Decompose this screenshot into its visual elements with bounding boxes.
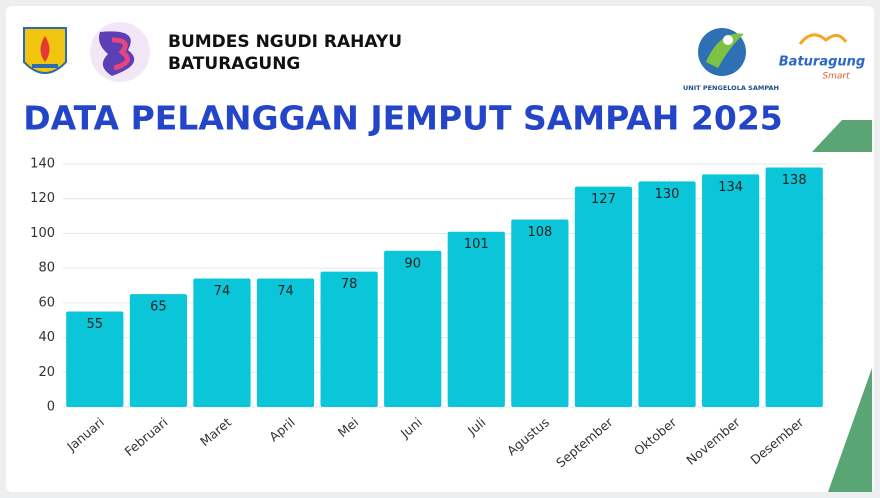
org-name: BUMDES NGUDI RAHAYU: [168, 32, 402, 52]
bumdes-logo: [90, 22, 150, 82]
bar: [702, 174, 760, 407]
decor: [828, 368, 872, 492]
value-label: 108: [527, 225, 552, 240]
bar: [256, 278, 315, 407]
y-tick-label: 0: [47, 400, 55, 415]
bar: [765, 167, 823, 407]
bar: [511, 219, 569, 407]
value-label: 55: [87, 317, 104, 332]
value-label: 74: [277, 284, 294, 299]
y-tick-label: 120: [30, 191, 55, 206]
value-label: 130: [655, 187, 680, 202]
value-label: 134: [718, 180, 743, 195]
value-label: 90: [404, 256, 421, 271]
bar: [320, 271, 378, 407]
bar: [574, 186, 633, 407]
bar: [193, 278, 251, 407]
ups-logo: [698, 28, 746, 76]
value-label: 138: [782, 173, 807, 188]
value-label: 127: [591, 192, 616, 207]
brand-logo: [798, 33, 848, 45]
y-tick-label: 40: [38, 330, 55, 345]
crest-logo: [23, 27, 67, 74]
value-label: 65: [150, 300, 167, 315]
y-tick-label: 60: [38, 295, 55, 310]
bar: [129, 294, 187, 407]
bar: [66, 311, 124, 407]
bar: [638, 181, 696, 407]
y-tick-label: 20: [38, 365, 55, 380]
chart-title: DATA PELANGGAN JEMPUT SAMPAH 2025: [23, 99, 783, 138]
logo-caption: UNIT PENGELOLA SAMPAH: [683, 84, 779, 92]
value-label: 74: [214, 284, 231, 299]
org-name: BATURAGUNG: [168, 54, 300, 74]
brand-sub: Smart: [822, 72, 850, 82]
value-label: 101: [464, 237, 489, 252]
y-tick-label: 80: [38, 261, 55, 276]
decor: [812, 120, 872, 152]
brand-text: Baturagung: [779, 55, 865, 70]
bar: [384, 250, 442, 407]
y-tick-label: 100: [30, 226, 55, 241]
bar: [447, 231, 505, 407]
value-label: 78: [341, 277, 358, 292]
y-tick-label: 140: [30, 157, 55, 172]
